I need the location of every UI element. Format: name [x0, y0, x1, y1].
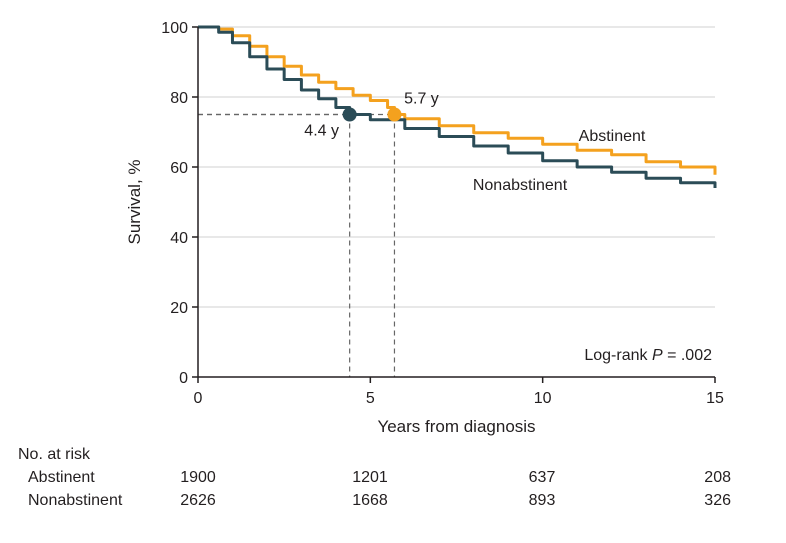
median-label: 4.4 y — [304, 123, 339, 140]
risk-value: 326 — [704, 492, 731, 509]
grid-lines — [198, 26, 715, 308]
risk-value: 208 — [704, 469, 731, 486]
y-tick-label: 20 — [170, 300, 188, 317]
risk-table-title: No. at risk — [18, 446, 91, 463]
x-axis-label: Years from diagnosis — [377, 417, 535, 436]
risk-value: 1900 — [180, 469, 216, 486]
y-tick-label: 0 — [179, 370, 188, 387]
axes: 0 20 40 60 80 100 0 5 10 15 Years from diagnosis Su… — [125, 20, 724, 436]
risk-row-label-nonabstinent: Nonabstinent — [28, 492, 123, 509]
median-marker — [342, 107, 357, 122]
median-marker — [387, 107, 402, 122]
x-tick-label: 0 — [194, 390, 203, 407]
risk-value: 637 — [528, 469, 556, 486]
survival-curve-abstinent — [198, 25, 717, 175]
log-rank-annotation: Log-rank P = .002 — [584, 347, 712, 364]
risk-value: 1668 — [352, 492, 388, 509]
median-markers: 4.4 y 5.7 y — [304, 91, 438, 140]
survival-curve-nonabstinent — [198, 25, 717, 188]
chart-labels: Abstinent Nonabstinent Log-rank P = .002 — [473, 128, 712, 364]
x-tick-label: 10 — [534, 390, 552, 407]
y-tick-label: 40 — [170, 230, 188, 247]
median-label: 5.7 y — [404, 91, 439, 108]
y-tick-label: 60 — [170, 160, 188, 177]
y-tick-label: 100 — [161, 20, 188, 37]
risk-value: 1201 — [352, 469, 388, 486]
median-guide-lines — [198, 113, 396, 377]
survival-curves — [198, 25, 717, 188]
x-tick-label: 5 — [366, 390, 375, 407]
series-label-abstinent: Abstinent — [579, 128, 646, 145]
x-tick-label: 15 — [706, 390, 724, 407]
y-tick-label: 80 — [170, 90, 188, 107]
risk-value: 893 — [528, 492, 556, 509]
risk-value: 2626 — [180, 492, 216, 509]
risk-row-label-abstinent: Abstinent — [28, 469, 95, 486]
y-axis-label: Survival, % — [125, 159, 144, 244]
series-label-nonabstinent: Nonabstinent — [473, 177, 568, 194]
